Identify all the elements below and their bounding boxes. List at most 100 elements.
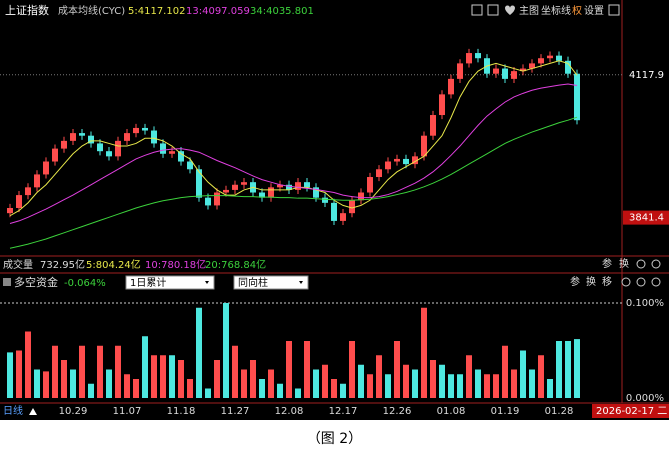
- toolbar-button[interactable]: 坐标线: [541, 4, 571, 17]
- candle-body: [286, 184, 292, 190]
- bar: [367, 374, 373, 398]
- candle-body: [421, 135, 427, 157]
- candle-body: [97, 143, 103, 152]
- bar: [142, 336, 148, 398]
- bar: [178, 360, 184, 398]
- dropdown-text[interactable]: 1日累计: [130, 276, 166, 289]
- candle-body: [340, 213, 346, 221]
- bar: [322, 364, 328, 398]
- candle-body: [502, 68, 508, 79]
- bar: [313, 369, 319, 398]
- legend-entry: 5:4117.102: [128, 6, 185, 17]
- bar: [493, 374, 499, 398]
- toolbar-button[interactable]: 主图: [519, 5, 539, 17]
- caption: （图 2）: [306, 431, 363, 447]
- candle-body: [223, 189, 229, 193]
- y-tick-label: 0.100%: [626, 298, 664, 309]
- candle-body: [376, 169, 382, 178]
- panel-button[interactable]: 移: [602, 275, 612, 288]
- candle-body: [349, 200, 355, 214]
- candle-body: [169, 151, 175, 154]
- panel-button[interactable]: 参: [570, 275, 580, 288]
- fund-value: -0.064%: [64, 278, 106, 289]
- bar: [250, 360, 256, 398]
- bar: [151, 355, 157, 398]
- panel-icon[interactable]: [636, 259, 646, 269]
- candle-body: [493, 68, 499, 74]
- toolbar-button[interactable]: 权: [572, 4, 582, 17]
- candle-body: [520, 68, 526, 72]
- candle-body: [115, 140, 121, 157]
- candle-body: [52, 148, 58, 162]
- x-tick-label: 11.18: [167, 406, 196, 417]
- bar: [529, 369, 535, 398]
- bar: [7, 352, 13, 398]
- x-tick-label: 12.26: [383, 406, 412, 417]
- candle-body: [61, 140, 67, 149]
- bar: [574, 339, 580, 398]
- ma-line: [9, 116, 578, 249]
- zoom-out-icon[interactable]: [487, 4, 499, 16]
- bar: [466, 355, 472, 398]
- candle-body: [412, 156, 418, 165]
- candle-body: [466, 53, 472, 64]
- fund-title: 多空资金: [14, 275, 58, 289]
- candle-body: [70, 133, 76, 141]
- candle-body: [79, 133, 85, 136]
- volume-ma: 10:780.18亿: [145, 258, 206, 271]
- index-title: 上证指数: [5, 3, 49, 17]
- panel-button[interactable]: 换: [586, 275, 596, 288]
- bar: [223, 303, 229, 398]
- x-tick-label: 12.17: [329, 406, 358, 417]
- bar: [331, 379, 337, 398]
- candle-body: [304, 182, 310, 188]
- candle-body: [448, 78, 454, 95]
- candle-body: [160, 143, 166, 154]
- panel-button[interactable]: 换: [619, 257, 629, 270]
- candle-body: [133, 127, 139, 134]
- bar: [16, 350, 22, 398]
- candle-body: [178, 151, 184, 162]
- chart: 上证指数 成本均线(CYC) 5:4117.102 13:4097.059 34…: [0, 0, 669, 420]
- bar: [25, 331, 31, 398]
- bar: [430, 360, 436, 398]
- candle-body: [529, 63, 535, 69]
- window-icon[interactable]: [608, 4, 620, 16]
- candle-body: [538, 58, 544, 64]
- current-date: 2026-02-17 二: [596, 406, 667, 417]
- candle-body: [475, 53, 481, 59]
- bar: [160, 355, 166, 398]
- favorite-icon[interactable]: [505, 5, 515, 16]
- zoom-in-icon[interactable]: [471, 4, 483, 16]
- period-arrow: [29, 408, 37, 415]
- panel-icon[interactable]: [621, 277, 631, 287]
- dropdown-text[interactable]: 同向柱: [238, 276, 268, 289]
- bar: [475, 369, 481, 398]
- bar: [340, 383, 346, 398]
- price-box: [623, 210, 669, 225]
- panel-icon[interactable]: [651, 277, 661, 287]
- candle-body: [259, 192, 265, 198]
- panel-icon[interactable]: [651, 259, 661, 269]
- ma-line: [9, 83, 578, 224]
- candle-body: [385, 161, 391, 170]
- toolbar-button[interactable]: 设置: [584, 5, 604, 17]
- bar: [232, 345, 238, 398]
- panel-button[interactable]: 参: [602, 257, 612, 270]
- candle-body: [241, 182, 247, 185]
- candle-body: [565, 60, 571, 74]
- dropdown[interactable]: [125, 275, 215, 290]
- panel-icon[interactable]: [636, 277, 646, 287]
- bar: [295, 388, 301, 398]
- bar: [196, 307, 202, 398]
- x-tick-label: 11.27: [221, 406, 250, 417]
- x-tick-label: 11.07: [113, 406, 142, 417]
- candle-body: [106, 151, 112, 157]
- help-icon[interactable]: [3, 278, 11, 286]
- candle-body: [358, 192, 364, 201]
- dropdown[interactable]: [233, 275, 309, 290]
- bar: [565, 341, 571, 398]
- period-label[interactable]: 日线: [3, 404, 23, 417]
- bar: [394, 341, 400, 398]
